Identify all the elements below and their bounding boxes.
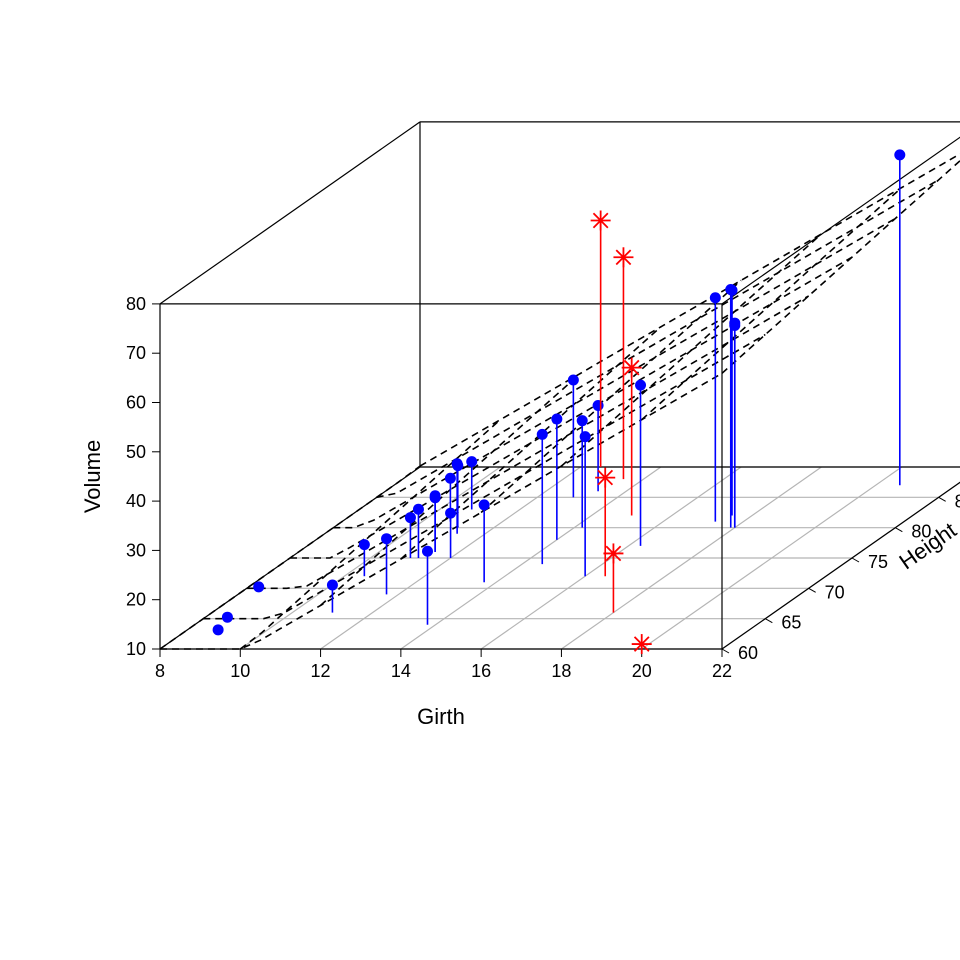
y-tick-label: 85 bbox=[955, 491, 960, 511]
blue-point bbox=[405, 512, 416, 523]
blue-point bbox=[445, 473, 456, 484]
blue-point bbox=[422, 546, 433, 557]
z-tick-label: 40 bbox=[126, 491, 146, 511]
blue-point bbox=[577, 415, 588, 426]
blue-point bbox=[222, 612, 233, 623]
blue-point bbox=[551, 414, 562, 425]
floor-grid bbox=[160, 467, 960, 649]
blue-point bbox=[635, 380, 646, 391]
x-tick-label: 20 bbox=[632, 661, 652, 681]
blue-point bbox=[381, 533, 392, 544]
blue-point bbox=[537, 429, 548, 440]
red-star bbox=[613, 247, 633, 267]
blue-point bbox=[445, 508, 456, 519]
x-tick-label: 8 bbox=[155, 661, 165, 681]
blue-point bbox=[568, 374, 579, 385]
z-tick-label: 50 bbox=[126, 442, 146, 462]
blue-point bbox=[466, 456, 477, 467]
red-star bbox=[603, 543, 623, 563]
blue-point bbox=[430, 490, 441, 501]
z-tick-label: 20 bbox=[126, 590, 146, 610]
scatter3d-chart: 8101214161820226065707580859102030405060… bbox=[0, 0, 960, 960]
x-tick-label: 10 bbox=[230, 661, 250, 681]
y-tick-label: 75 bbox=[868, 552, 888, 572]
y-tick-label: 60 bbox=[738, 643, 758, 663]
blue-point bbox=[213, 624, 224, 635]
red-star bbox=[632, 634, 652, 654]
x-axis-label: Girth bbox=[417, 704, 465, 729]
blue-series bbox=[213, 149, 906, 635]
red-star bbox=[591, 211, 611, 231]
blue-point bbox=[593, 400, 604, 411]
z-tick-label: 70 bbox=[126, 343, 146, 363]
z-tick-label: 80 bbox=[126, 294, 146, 314]
x-tick-label: 22 bbox=[712, 661, 732, 681]
x-tick-label: 18 bbox=[551, 661, 571, 681]
blue-point bbox=[580, 431, 591, 442]
z-axis-label: Volume bbox=[80, 440, 105, 513]
regression-surface bbox=[160, 141, 960, 649]
blue-point bbox=[710, 292, 721, 303]
z-tick-label: 10 bbox=[126, 639, 146, 659]
y-tick-label: 65 bbox=[781, 613, 801, 633]
y-tick-label: 70 bbox=[825, 582, 845, 602]
blue-point bbox=[253, 581, 264, 592]
blue-point bbox=[479, 499, 490, 510]
blue-point bbox=[413, 504, 424, 515]
blue-point bbox=[725, 284, 736, 295]
red-star bbox=[595, 468, 615, 488]
x-tick-label: 16 bbox=[471, 661, 491, 681]
z-tick-label: 30 bbox=[126, 540, 146, 560]
blue-point bbox=[359, 539, 370, 550]
blue-point bbox=[894, 149, 905, 160]
blue-point bbox=[452, 458, 463, 469]
blue-point bbox=[729, 320, 740, 331]
z-tick-label: 60 bbox=[126, 393, 146, 413]
blue-point bbox=[327, 579, 338, 590]
x-tick-label: 14 bbox=[391, 661, 411, 681]
x-tick-label: 12 bbox=[311, 661, 331, 681]
red-star bbox=[622, 358, 642, 378]
